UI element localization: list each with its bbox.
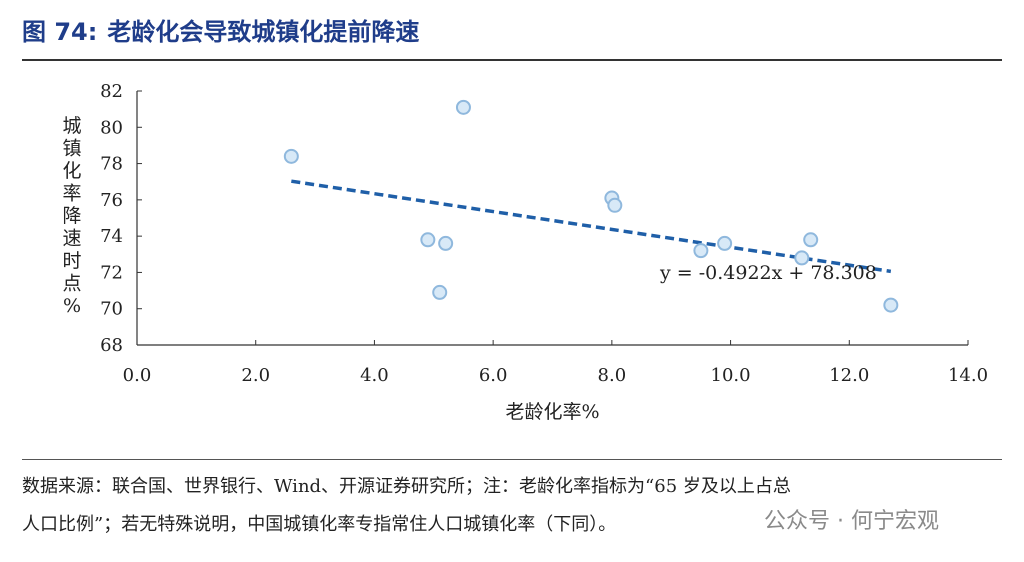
y-tick-label: 74 xyxy=(100,226,123,247)
x-tick-label: 10.0 xyxy=(711,365,751,386)
y-tick-label: 70 xyxy=(100,299,123,320)
trendline-group xyxy=(291,179,892,274)
footer-divider xyxy=(22,459,1002,460)
scatter-point xyxy=(438,235,454,251)
x-tick-label: 12.0 xyxy=(829,365,869,386)
figure-title: 老龄化会导致城镇化提前降速 xyxy=(107,18,420,46)
y-axis-label-char: % xyxy=(63,295,81,317)
source-line-1: 数据来源：联合国、世界银行、Wind、开源证券研究所；注：老龄化率指标为“65 … xyxy=(22,476,791,497)
y-axis-label-char: 降 xyxy=(62,205,81,227)
x-tick-label: 4.0 xyxy=(360,365,389,386)
x-tick-label: 8.0 xyxy=(598,365,627,386)
y-axis-label-char: 城 xyxy=(62,115,81,137)
scatter-point xyxy=(794,250,810,266)
scatter-point xyxy=(607,197,623,213)
scatter-chart: 0.0 2.0 4.0 6.0 8.0 10.0 12.0 14.0 68 70 72 74 76 78… xyxy=(62,81,988,423)
x-tick-label: 6.0 xyxy=(479,365,508,386)
y-tick-label: 78 xyxy=(100,154,123,175)
watermark: 公众号 · 何宁宏观 xyxy=(760,503,943,535)
y-tick-label: 82 xyxy=(100,81,123,102)
y-tick-label: 80 xyxy=(100,117,123,138)
title-divider xyxy=(22,59,1002,61)
scatter-point xyxy=(283,148,299,164)
x-tick-label: 14.0 xyxy=(948,365,988,386)
x-tick-label: 2.0 xyxy=(241,365,270,386)
scatter-point xyxy=(693,243,709,259)
source-line-2: 人口比例”；若无特殊说明，中国城镇化率专指常住人口城镇化率（下同）。 xyxy=(22,514,617,535)
trendline xyxy=(291,179,892,274)
x-tick-label: 0.0 xyxy=(123,365,152,386)
y-axis-label-char: 镇 xyxy=(62,138,81,160)
x-axis-ticks: 0.0 2.0 4.0 6.0 8.0 10.0 12.0 14.0 xyxy=(123,340,988,386)
x-axis-label: 老龄化率% xyxy=(505,401,599,423)
scatter-point xyxy=(803,232,819,248)
y-axis-label-char: 率 xyxy=(62,183,81,205)
scatter-point xyxy=(717,235,733,251)
y-axis-label-char: 时 xyxy=(62,250,81,272)
y-axis-label-char: 化 xyxy=(62,160,81,182)
scatter-point xyxy=(420,232,436,248)
scatter-point xyxy=(455,99,471,115)
figure-number: 图 74: xyxy=(22,18,98,46)
y-tick-label: 68 xyxy=(100,335,123,356)
figure-title-row: 图 74: 老龄化会导致城镇化提前降速 xyxy=(22,12,1002,56)
y-tick-label: 76 xyxy=(100,190,123,211)
trendline-equation: y = -0.4922x + 78.308 xyxy=(659,262,877,284)
chart-axes xyxy=(136,91,968,346)
y-axis-label-char: 速 xyxy=(62,228,81,250)
y-tick-label: 72 xyxy=(100,262,123,283)
source-note: 数据来源：联合国、世界银行、Wind、开源证券研究所；注：老龄化率指标为“65 … xyxy=(22,468,1002,544)
scatter-point xyxy=(432,284,448,300)
y-axis-label-char: 点 xyxy=(62,273,81,295)
scatter-point xyxy=(883,297,899,313)
data-points xyxy=(283,99,899,313)
y-axis-ticks: 68 70 72 74 76 78 80 82 xyxy=(100,81,142,356)
